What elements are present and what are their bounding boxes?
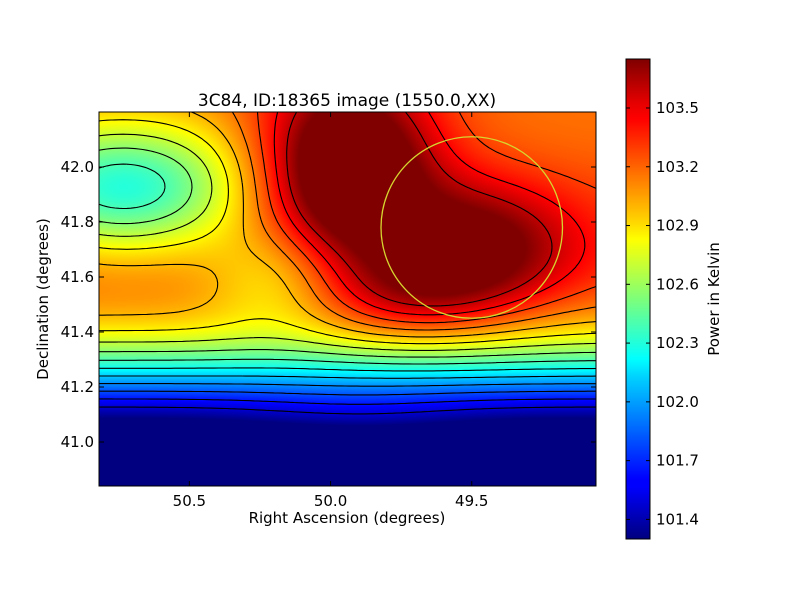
x-axis-ticks: 50.5 50.0 49.5 [173, 112, 488, 510]
x-tick-label: 49.5 [455, 492, 488, 510]
contour-line [256, 112, 596, 324]
colorbar-ticks: 101.4 101.7 102.0 102.3 102.6 102.9 103.2 103.5 [626, 99, 699, 528]
y-tick-label: 41.4 [61, 323, 94, 341]
y-tick-label: 41.0 [61, 433, 94, 451]
contour-line [99, 383, 596, 387]
contour-line [99, 112, 596, 338]
chart-title: 3C84, ID:18365 image (1550.0,XX) [198, 91, 496, 111]
colorbar-tick-label: 103.5 [656, 99, 699, 117]
y-tick-label: 41.6 [61, 268, 94, 286]
contour-line [99, 406, 596, 415]
colorbar-tick-label: 102.3 [656, 334, 699, 352]
contour-line [99, 375, 596, 379]
colorbar: 101.4 101.7 102.0 102.3 102.6 102.9 103.2 103.5… [625, 58, 723, 540]
contour-line [99, 367, 596, 372]
y-tick-label: 41.8 [61, 213, 94, 231]
x-tick-label: 50.0 [314, 492, 347, 510]
colorbar-label: Power in Kelvin [705, 242, 723, 356]
contour-line [286, 112, 553, 307]
plot-area [98, 111, 597, 487]
colorbar-tick-label: 101.7 [656, 452, 699, 470]
contour-line [99, 398, 596, 405]
y-axis-label: Declination (degrees) [34, 218, 52, 380]
heatmap-image [99, 112, 596, 486]
colorbar-tick-label: 101.4 [656, 510, 699, 528]
y-axis-ticks: 41.0 41.2 41.4 41.6 41.8 42.0 [61, 158, 596, 451]
y-tick-label: 42.0 [61, 158, 94, 176]
x-axis-label: Right Ascension (degrees) [249, 509, 446, 527]
beam-circle [380, 136, 564, 319]
contour-line [99, 390, 596, 396]
colorbar-tick-label: 102.6 [656, 275, 699, 293]
contour-line [231, 112, 596, 331]
contour-line [99, 133, 596, 351]
colorbar-tick-label: 102.9 [656, 217, 699, 235]
contour-line [99, 119, 596, 345]
colorbar-gradient [625, 58, 651, 540]
contour-lines [99, 112, 596, 415]
colorbar-tick-label: 102.0 [656, 393, 699, 411]
contour-line [99, 147, 596, 358]
x-tick-label: 50.5 [173, 492, 206, 510]
plot-frame [98, 111, 597, 487]
y-tick-label: 41.2 [61, 378, 94, 396]
colorbar-tick-label: 103.2 [656, 158, 699, 176]
